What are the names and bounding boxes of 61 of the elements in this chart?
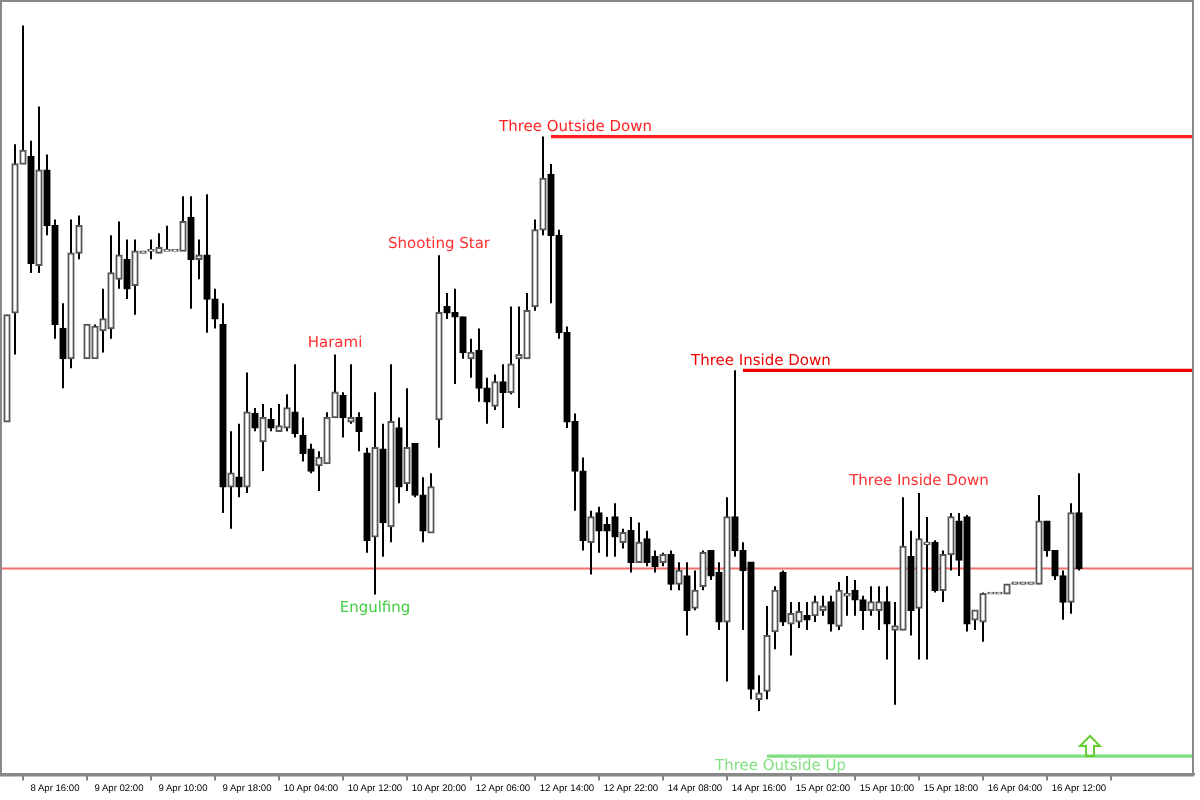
candlestick — [635, 521, 643, 564]
candlestick — [499, 363, 507, 429]
candlestick — [979, 591, 987, 643]
candlestick — [811, 594, 819, 623]
candlestick — [451, 287, 459, 386]
candlestick — [187, 195, 195, 310]
candlestick — [595, 505, 603, 554]
candlestick — [819, 594, 827, 617]
candlestick — [283, 393, 291, 433]
candlestick — [291, 363, 299, 439]
candlestick — [883, 585, 891, 661]
candlestick — [491, 373, 499, 412]
candlestick — [427, 472, 435, 534]
candlestick — [483, 376, 491, 425]
candlestick — [443, 291, 451, 320]
candlestick — [459, 315, 467, 360]
candlestick — [91, 323, 99, 360]
candlestick — [835, 581, 843, 632]
candlestick — [419, 476, 427, 544]
candlestick — [699, 549, 707, 592]
candlestick — [611, 502, 619, 558]
candlestick — [667, 549, 675, 592]
candlestick — [355, 411, 363, 453]
candlestick — [339, 391, 347, 439]
candlestick — [627, 516, 635, 574]
candlestick — [931, 539, 939, 594]
candlestick — [267, 407, 275, 433]
candlestick — [779, 569, 787, 627]
candlestick — [235, 422, 243, 499]
candlestick — [275, 402, 283, 433]
candlestick — [875, 585, 883, 632]
candlestick — [923, 516, 931, 661]
candlestick — [475, 327, 483, 403]
candlestick — [859, 594, 867, 632]
candlestick — [299, 416, 307, 463]
candlestick — [179, 195, 187, 253]
candlestick — [507, 305, 515, 396]
candlestick — [523, 291, 531, 360]
candlestick — [83, 323, 91, 360]
candlestick — [755, 674, 763, 712]
candlestick — [163, 224, 171, 253]
candlestick — [259, 402, 267, 473]
candlestick — [147, 238, 155, 261]
candlestick — [683, 561, 691, 637]
candlestick — [867, 585, 875, 617]
candlestick — [827, 594, 835, 633]
candlestick — [203, 193, 211, 334]
candlestick — [643, 529, 651, 568]
candlestick — [1059, 569, 1067, 621]
candlestick — [211, 287, 219, 330]
candlestick — [603, 516, 611, 558]
candlestick — [251, 407, 259, 433]
candlestick — [795, 601, 803, 630]
candlestick — [307, 442, 315, 475]
candlestick — [75, 214, 83, 261]
candlestick — [691, 569, 699, 612]
candlestick — [123, 238, 131, 301]
candlestick — [403, 387, 411, 492]
candlestick — [59, 302, 67, 390]
candlestick — [851, 579, 859, 617]
candlestick — [131, 238, 139, 316]
